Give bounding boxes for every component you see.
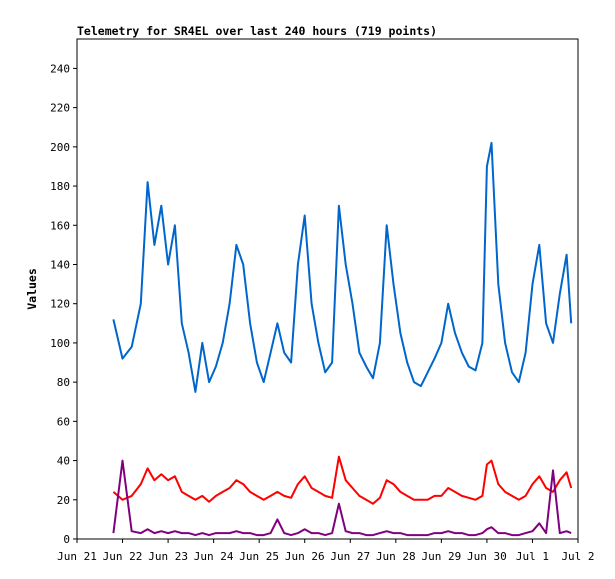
series-line-3 — [112, 459, 572, 537]
y-tick-label: 80 — [57, 376, 70, 389]
y-tick-label: 160 — [50, 219, 70, 232]
x-axis: Jun 21 Jun 22 Jun 23 Jun 24 Jun 25 Jun 26 Jun … — [57, 539, 595, 563]
x-tick-label: Jun 30 — [467, 550, 507, 563]
y-axis-label: Values — [25, 268, 39, 310]
y-tick-label: 60 — [57, 415, 70, 428]
y-axis: 0 20 40 60 80 100 120 140 160 180 200 220 240 — [50, 62, 77, 546]
x-tick-label: Jun 22 — [103, 550, 143, 563]
plot-area-frame — [76, 38, 579, 540]
x-tick-label: Jun 27 — [330, 550, 370, 563]
y-tick-label: 180 — [50, 180, 70, 193]
series-line-1 — [112, 141, 573, 393]
series-layer — [112, 141, 573, 537]
x-tick-label: Jul 1 — [516, 550, 549, 563]
y-tick-label: 220 — [50, 102, 70, 115]
x-tick-label: Jun 24 — [194, 550, 234, 563]
y-tick-label: 140 — [50, 258, 70, 271]
series-line-2 — [112, 455, 573, 505]
x-tick-label: Jun 25 — [239, 550, 279, 563]
y-tick-label: 40 — [57, 455, 70, 468]
y-tick-label: 100 — [50, 337, 70, 350]
y-tick-label: 120 — [50, 298, 70, 311]
y-tick-label: 200 — [50, 141, 70, 154]
x-tick-label: Jun 21 — [57, 550, 97, 563]
y-tick-label: 20 — [57, 494, 70, 507]
x-tick-label: Jun 29 — [421, 550, 461, 563]
y-tick-label: 240 — [50, 62, 70, 75]
chart-title: Telemetry for SR4EL over last 240 hours … — [77, 24, 437, 38]
x-tick-label: Jun 26 — [285, 550, 325, 563]
y-tick-label: 0 — [63, 533, 70, 546]
x-tick-label: Jun 23 — [148, 550, 188, 563]
x-tick-label: Jun 28 — [376, 550, 416, 563]
x-tick-label: Jul 2 — [561, 550, 594, 563]
